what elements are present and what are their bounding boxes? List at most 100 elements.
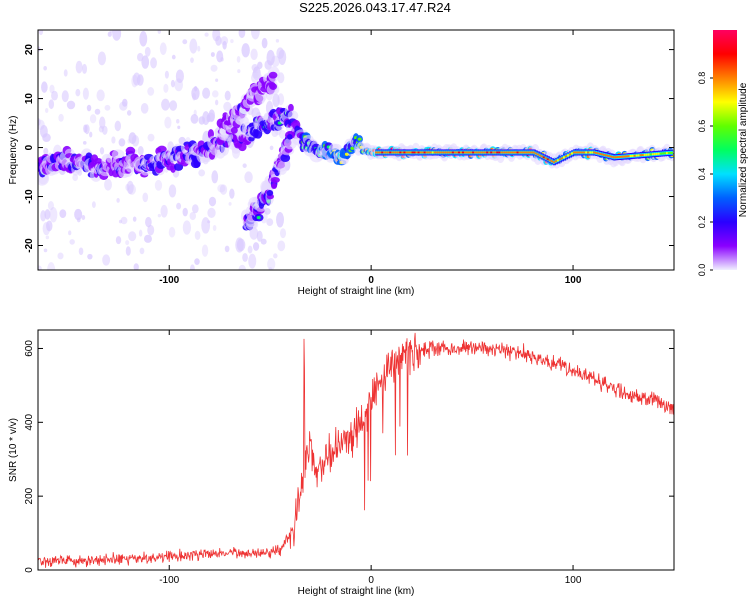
noise-blob — [159, 42, 167, 55]
band-core — [466, 151, 470, 154]
noise-blob — [82, 140, 87, 145]
noise-blob — [122, 98, 128, 107]
noise-blob — [164, 70, 169, 79]
noise-blob — [251, 30, 260, 40]
noise-blob — [194, 258, 200, 265]
noise-blob — [182, 39, 188, 45]
band-core — [560, 157, 564, 160]
band-core — [665, 152, 669, 155]
noise-blob — [256, 230, 263, 242]
band-core — [629, 155, 633, 158]
band-core — [468, 151, 472, 154]
upper-branch-cell — [269, 83, 277, 91]
noise-blob — [250, 48, 258, 61]
noise-blob — [201, 244, 209, 257]
noise-blob — [164, 116, 172, 129]
noise-blob — [143, 234, 152, 243]
band-core — [391, 151, 395, 154]
noise-blob — [38, 265, 42, 270]
noise-blob — [96, 89, 105, 102]
noise-blob — [182, 220, 192, 235]
noise-blob — [168, 184, 177, 198]
band-core — [405, 151, 409, 154]
noise-blob — [208, 196, 217, 207]
noise-blob — [212, 30, 221, 42]
noise-blob — [139, 247, 145, 255]
band-core — [526, 151, 530, 154]
noise-blob — [125, 240, 130, 246]
band-core — [548, 159, 552, 162]
band-core — [506, 151, 510, 154]
band-core — [566, 154, 570, 157]
band-core — [571, 152, 575, 155]
band-core — [647, 153, 651, 156]
noise-blob — [268, 267, 273, 270]
heatmap-ylabel: Frequency (Hz) — [8, 116, 19, 185]
band-core — [643, 153, 647, 156]
noise-blob — [277, 240, 286, 252]
noise-blob — [190, 114, 199, 124]
band-core — [609, 155, 613, 158]
noise-blob — [78, 247, 84, 256]
band-core — [534, 152, 538, 155]
noise-blob — [58, 113, 64, 122]
noise-blob — [201, 217, 211, 234]
band-core — [655, 152, 659, 155]
noise-blob — [82, 87, 89, 100]
main-ridge-cell — [173, 162, 184, 171]
noise-blob — [276, 47, 285, 59]
noise-blob — [192, 93, 197, 101]
noise-blob — [118, 219, 123, 224]
noise-blob — [248, 253, 257, 269]
colorbar-tick-label: 0.8 — [697, 72, 707, 85]
band-core — [607, 154, 611, 157]
noise-blob — [206, 114, 211, 123]
band-core — [439, 151, 443, 154]
noise-blob — [102, 254, 111, 266]
noise-blob — [194, 230, 201, 240]
colorbar-tick-label: 0.0 — [697, 264, 707, 277]
band-core — [621, 155, 625, 158]
band-core — [492, 151, 496, 154]
band-core — [508, 151, 512, 154]
upper-branch-cell — [230, 126, 238, 134]
noise-blob — [169, 100, 178, 111]
heatmap-ytick-label: 0 — [24, 144, 35, 150]
band-core — [581, 151, 585, 154]
noise-blob — [241, 43, 250, 58]
main-ridge-cell — [157, 145, 167, 153]
band-core — [611, 155, 615, 158]
band-core — [595, 151, 599, 154]
band-core — [455, 151, 459, 154]
band-core — [579, 151, 583, 154]
noise-blob — [75, 60, 83, 74]
noise-blob — [51, 90, 58, 101]
band-core — [583, 151, 587, 154]
noise-blob — [68, 230, 72, 236]
noise-blob — [237, 69, 241, 74]
noise-blob — [81, 214, 86, 221]
line-ytick-label: 0 — [24, 567, 35, 573]
noise-blob — [215, 78, 219, 82]
noise-blob — [191, 86, 200, 100]
band-core — [435, 151, 439, 154]
noise-blob — [63, 69, 68, 77]
band-core — [613, 156, 617, 159]
noise-blob — [161, 98, 170, 111]
secondary-branch-cell — [266, 190, 274, 196]
band-core — [427, 151, 431, 154]
band-core — [383, 151, 387, 154]
noise-blob — [97, 51, 107, 66]
band-core — [397, 151, 401, 154]
band-core — [577, 151, 581, 154]
noise-blob — [189, 211, 197, 221]
band-core — [520, 151, 524, 154]
band-core — [437, 151, 441, 154]
noise-blob — [176, 118, 180, 124]
noise-blob — [247, 245, 253, 254]
band-core — [550, 160, 554, 163]
band-core — [433, 151, 437, 154]
band-core — [476, 151, 480, 154]
noise-blob — [222, 40, 227, 50]
band-core — [558, 158, 562, 161]
